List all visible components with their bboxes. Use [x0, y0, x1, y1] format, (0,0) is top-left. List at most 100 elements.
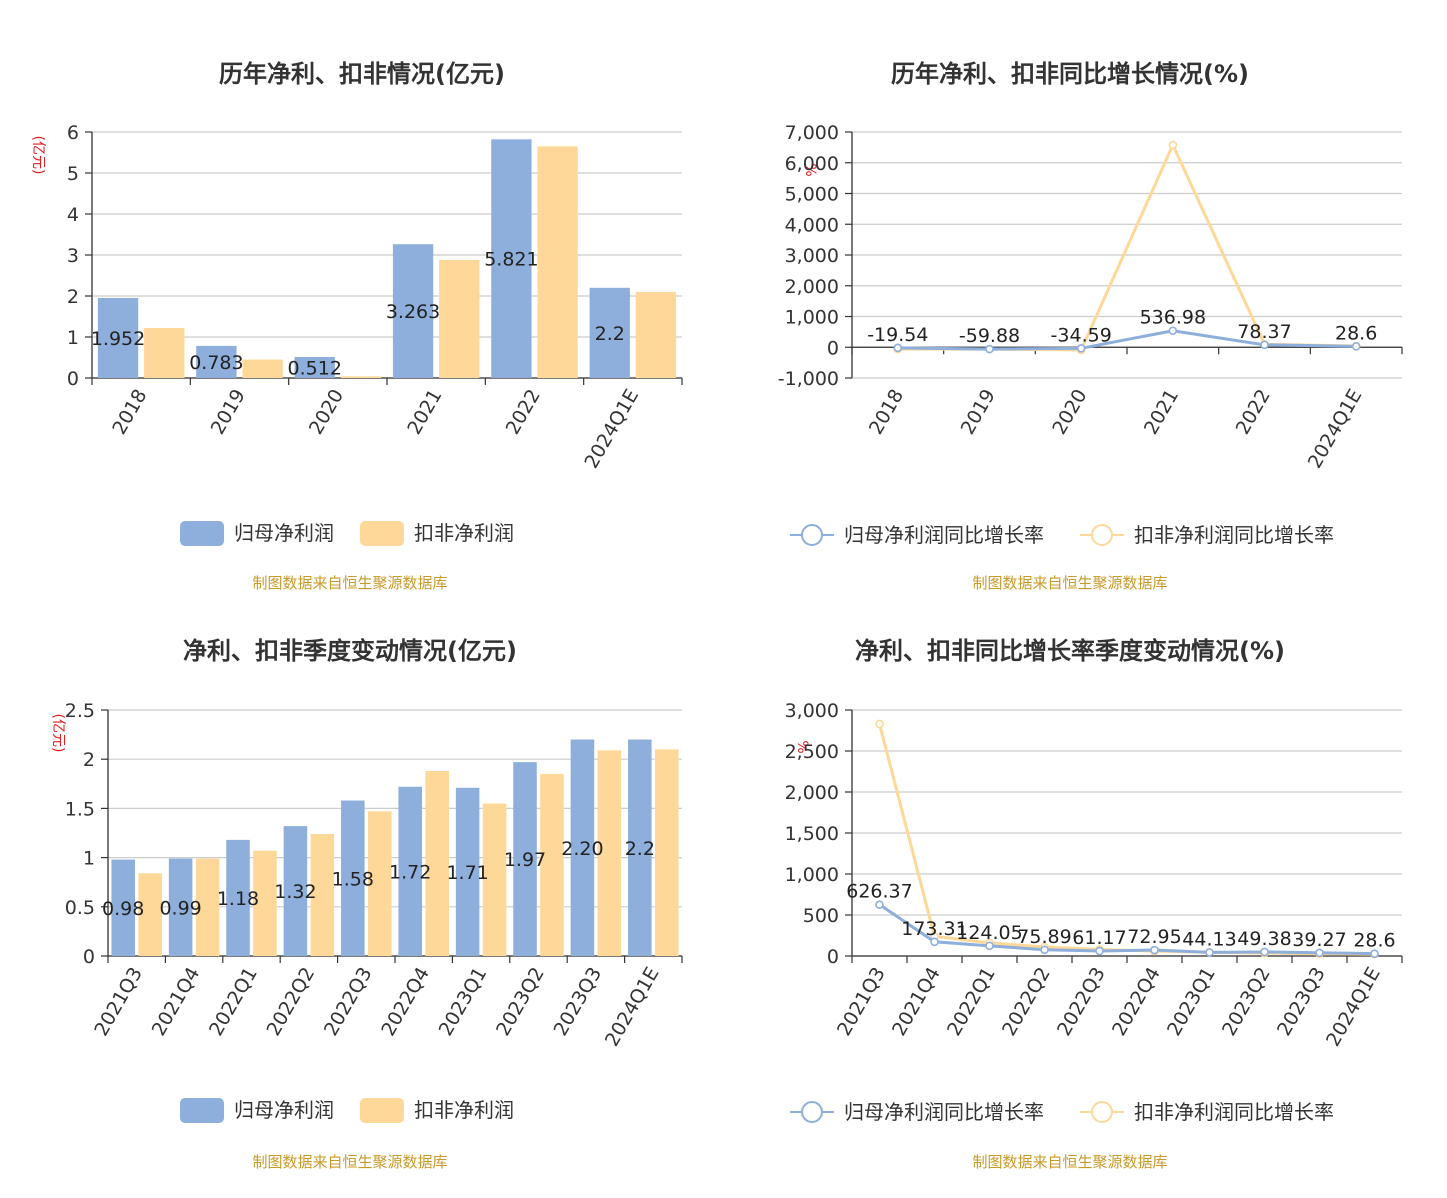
- bar: [242, 359, 283, 378]
- data-label: 75.89: [1017, 926, 1071, 948]
- x-tick-label: 2020: [305, 386, 348, 439]
- series-deducted-net-profit: [144, 146, 677, 378]
- bar: [455, 787, 480, 956]
- data-label: 0.512: [288, 358, 342, 380]
- x-tick-label: 2021: [1140, 386, 1183, 439]
- bar: [283, 826, 308, 956]
- legend-label: 扣非净利润同比增长率: [1134, 1100, 1334, 1124]
- data-label: -59.88: [959, 325, 1020, 347]
- y-axis-unit: (亿元): [50, 714, 66, 753]
- y-tick-label: 500: [803, 905, 839, 927]
- data-point: [875, 900, 884, 909]
- series-parent-net-profit-growth: [875, 900, 1379, 958]
- data-point: [1095, 946, 1104, 956]
- legend-label: 扣非净利润: [414, 521, 514, 545]
- chart-title: 净利、扣非同比增长率季度变动情况(%): [855, 637, 1285, 665]
- bar: [537, 146, 578, 378]
- data-label: 5.821: [484, 249, 538, 271]
- chart-title: 净利、扣非季度变动情况(亿元): [183, 637, 517, 665]
- y-tick-label: 4,000: [785, 214, 839, 236]
- data-label: 44.13: [1182, 928, 1236, 950]
- data-point: [1040, 945, 1049, 955]
- data-label: 2.2: [595, 323, 625, 345]
- data-point: [1150, 945, 1159, 955]
- y-tick-label: 1.5: [65, 798, 95, 820]
- y-tick-label: 6,000: [785, 153, 839, 175]
- legend-marker: [801, 524, 823, 546]
- bar: [340, 376, 382, 378]
- x-tick-label: 2024Q1E: [580, 386, 643, 473]
- x-tick-label: 2022Q1: [943, 964, 1000, 1040]
- x-tick-label: 2019: [207, 386, 250, 439]
- data-point: [1168, 326, 1178, 336]
- data-label: 0.99: [159, 897, 201, 919]
- series-line: [897, 329, 1357, 351]
- data-label: 124.05: [956, 922, 1022, 944]
- legend-swatch: [180, 521, 224, 546]
- source-note: 制图数据来自恒生聚源数据库: [972, 1153, 1167, 1171]
- x-tick-label: 2023Q3: [549, 964, 606, 1040]
- x-tick-label: 2021: [403, 386, 446, 439]
- data-point: [1260, 947, 1269, 957]
- legend-swatch: [180, 1098, 224, 1123]
- legend-label: 归母净利润同比增长率: [844, 523, 1044, 547]
- data-label: 536.98: [1140, 307, 1206, 329]
- chart-panel-annual-growth: 历年净利、扣非同比增长情况(%)% -1,000 0 1,000 2,000 3,000 4…: [724, 0, 1447, 599]
- data-point: [1315, 948, 1324, 958]
- data-label: 0.98: [102, 898, 144, 920]
- legend: 归母净利润 扣非净利润: [180, 521, 514, 546]
- x-tick-label: 2020: [1048, 386, 1091, 439]
- data-label: 1.32: [274, 881, 316, 903]
- y-axis-unit: %: [802, 163, 818, 176]
- bar: [439, 259, 480, 378]
- bar: [144, 327, 185, 378]
- data-label: 2.2: [625, 838, 655, 860]
- x-tick-label: 2022Q3: [1053, 964, 1110, 1040]
- data-label: 61.17: [1072, 927, 1126, 949]
- data-point: [875, 719, 884, 729]
- chart-quarterly-growth: 净利、扣非同比增长率季度变动情况(%)% 0 500 1,000 1,500 2,000 2…: [785, 637, 1403, 1171]
- legend-label: 归母净利润: [234, 521, 334, 545]
- bar: [513, 762, 537, 956]
- bar: [425, 771, 449, 956]
- data-label: 1.952: [91, 328, 145, 350]
- x-tick-label: 2022Q4: [1108, 964, 1165, 1040]
- y-axis-unit: %: [794, 740, 810, 753]
- y-tick-label: 1,000: [785, 864, 839, 886]
- x-tick-label: 2022Q3: [320, 964, 377, 1040]
- source-note: 制图数据来自恒生聚源数据库: [972, 574, 1167, 592]
- data-label: 1.18: [217, 888, 259, 910]
- data-label: 173.31: [901, 918, 967, 940]
- y-tick-label: 1,500: [785, 823, 839, 845]
- data-label: 626.37: [846, 881, 912, 903]
- data-label: 39.27: [1292, 929, 1346, 951]
- y-tick-label: 3: [67, 245, 79, 267]
- y-tick-label: 2: [83, 749, 95, 771]
- y-tick-label: 6: [67, 122, 79, 144]
- data-point: [1168, 140, 1178, 150]
- x-tick-label: 2019: [957, 386, 1000, 439]
- bar: [589, 287, 630, 378]
- data-point: [930, 937, 939, 947]
- data-point: [1351, 342, 1361, 351]
- x-tick-label: 2023Q2: [492, 964, 549, 1040]
- bar: [111, 859, 135, 956]
- y-tick-label: 0: [827, 946, 839, 968]
- source-note: 制图数据来自恒生聚源数据库: [252, 574, 447, 592]
- data-label: 3.263: [386, 301, 440, 323]
- y-tick-label: 2,000: [785, 276, 839, 298]
- y-tick-label: 4: [67, 204, 79, 226]
- legend-label: 归母净利润同比增长率: [844, 1100, 1044, 1124]
- x-tick-label: 2021Q4: [148, 964, 205, 1040]
- bar: [628, 739, 652, 956]
- bar: [195, 858, 220, 956]
- gridlines: [85, 131, 682, 379]
- bar: [368, 811, 392, 956]
- x-tick-label: 2024Q1E: [601, 964, 664, 1051]
- bar: [294, 357, 335, 378]
- bar: [341, 800, 365, 956]
- x-tick-label: 2024Q1E: [1304, 386, 1367, 473]
- bar: [168, 858, 193, 956]
- x-tick-label: 2021Q4: [888, 964, 945, 1040]
- data-label: 1.72: [389, 861, 431, 883]
